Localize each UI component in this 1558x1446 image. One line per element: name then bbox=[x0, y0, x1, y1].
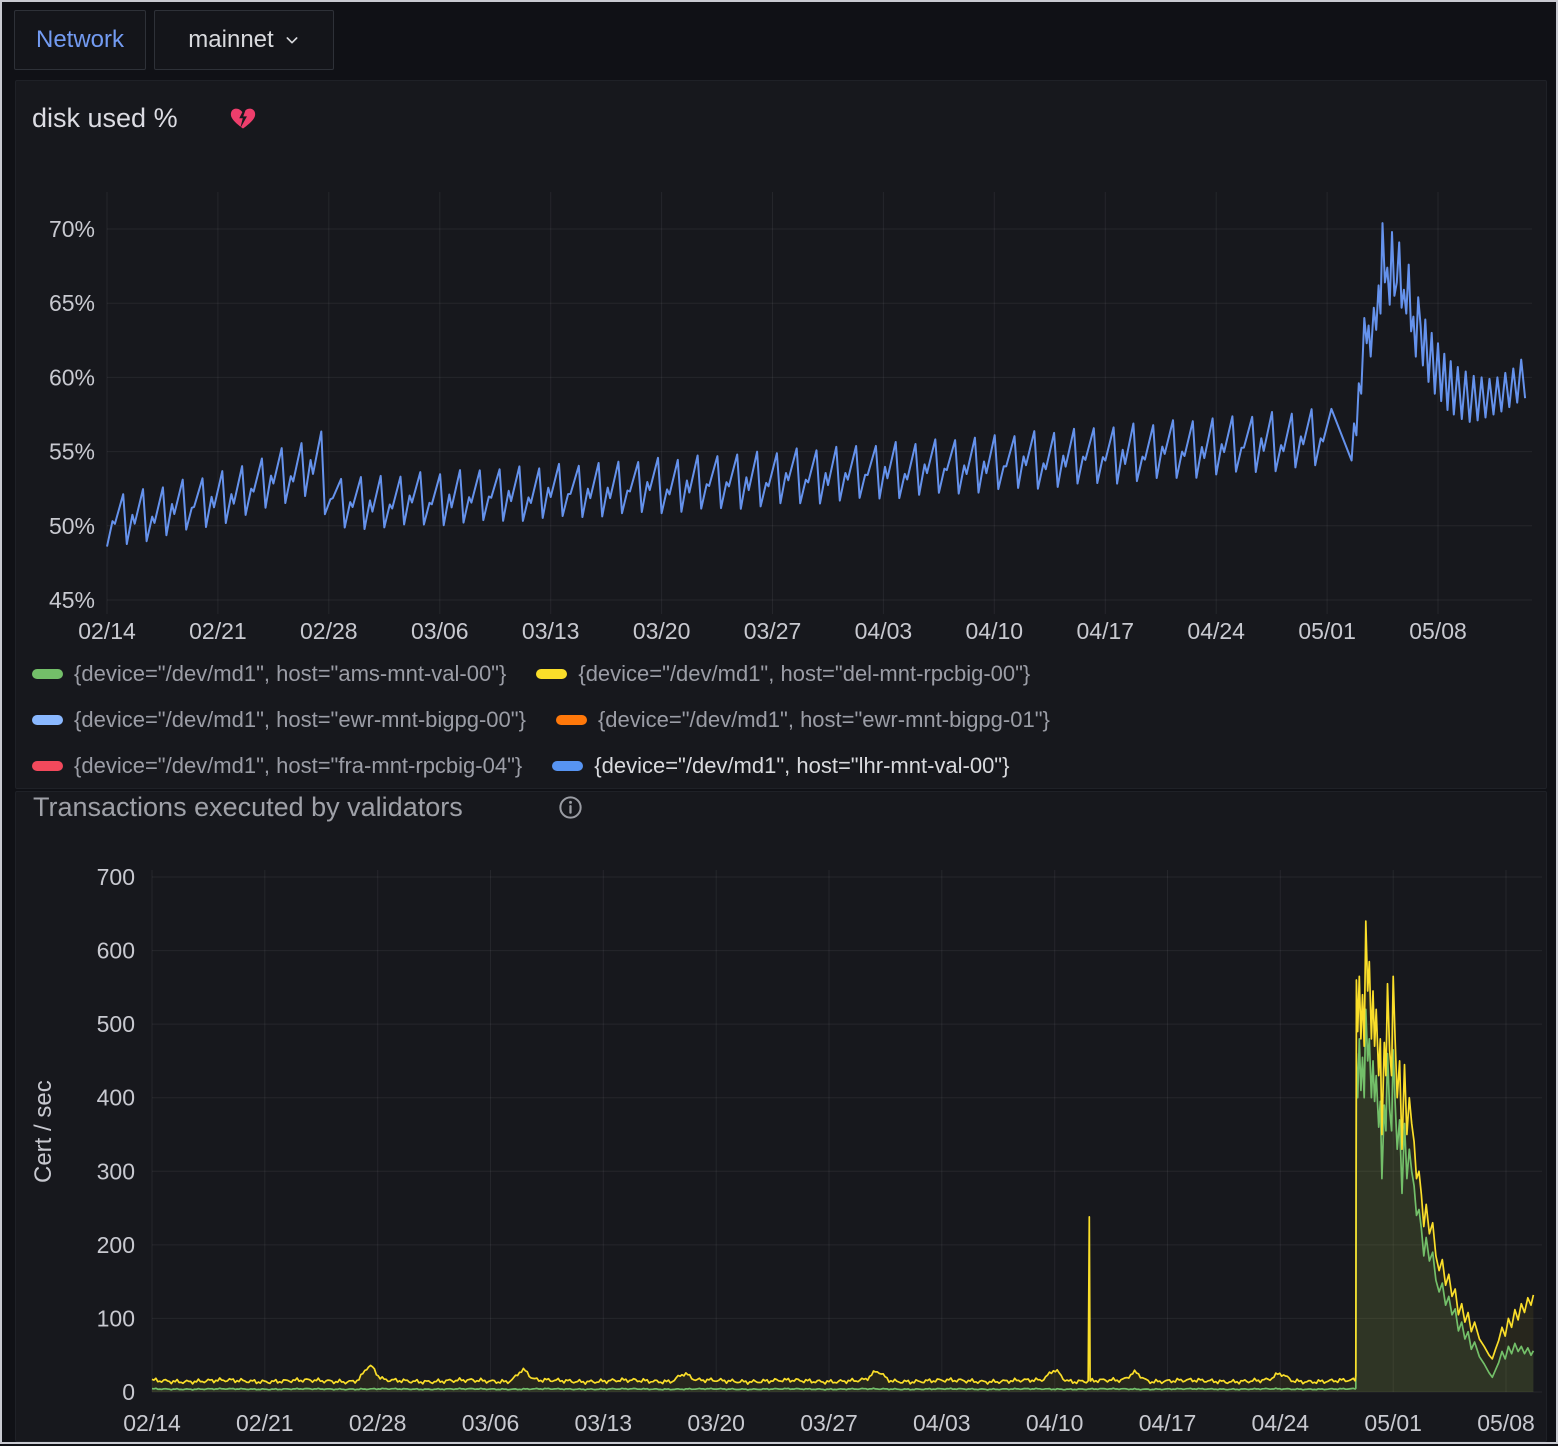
x-tick-label: 02/21 bbox=[189, 618, 247, 644]
legend-item[interactable]: {device="/dev/md1", host="ewr-mnt-bigpg-… bbox=[556, 708, 1050, 732]
y-tick-label: 70% bbox=[49, 216, 95, 242]
x-tick-label: 04/03 bbox=[913, 1410, 971, 1436]
plot-area[interactable] bbox=[152, 870, 1542, 1392]
y-tick-label: 55% bbox=[49, 439, 95, 465]
legend-item[interactable]: {device="/dev/md1", host="ewr-mnt-bigpg-… bbox=[32, 708, 526, 732]
y-tick-label: 500 bbox=[97, 1011, 135, 1037]
transactions-chart[interactable]: 0 100 200 300 400 500 600 700 02/14 02/21 02/28 03/… bbox=[2, 852, 1558, 1446]
panel-title-disk-used[interactable]: disk used % bbox=[32, 103, 178, 134]
x-tick-label: 03/27 bbox=[744, 618, 802, 644]
alert-heart-broken-icon[interactable] bbox=[229, 104, 257, 132]
grafana-dashboard: { "toolbar": { "network_label": "Network… bbox=[0, 0, 1558, 1444]
x-tick-label: 03/13 bbox=[575, 1410, 633, 1436]
x-tick-label: 04/24 bbox=[1252, 1410, 1310, 1436]
x-tick-label: 05/08 bbox=[1477, 1410, 1535, 1436]
x-tick-label: 02/14 bbox=[123, 1410, 181, 1436]
legend-swatch-icon bbox=[32, 761, 63, 771]
x-tick-label: 02/28 bbox=[300, 618, 358, 644]
y-tick-label: 200 bbox=[97, 1232, 135, 1258]
y-tick-label: 45% bbox=[49, 587, 95, 613]
legend-item[interactable]: {device="/dev/md1", host="fra-mnt-rpcbig… bbox=[32, 754, 522, 778]
x-tick-label: 04/03 bbox=[855, 618, 913, 644]
network-variable-dropdown[interactable]: mainnet bbox=[154, 10, 334, 70]
y-tick-label: 60% bbox=[49, 364, 95, 390]
x-tick-label: 03/27 bbox=[800, 1410, 858, 1436]
legend: {device="/dev/md1", host="ams-mnt-val-00… bbox=[32, 662, 1302, 800]
y-tick-label: 100 bbox=[97, 1305, 135, 1331]
x-tick-label: 04/24 bbox=[1187, 618, 1245, 644]
disk-used-chart[interactable]: 45% 50% 55% 60% 65% 70% 02/14 02/21 02/28 03/06 03… bbox=[2, 182, 1558, 657]
x-tick-label: 03/06 bbox=[462, 1410, 520, 1436]
x-tick-label: 03/13 bbox=[522, 618, 580, 644]
x-tick-label: 02/21 bbox=[236, 1410, 294, 1436]
x-tick-label: 04/17 bbox=[1077, 618, 1135, 644]
plot-area[interactable] bbox=[107, 192, 1532, 614]
legend-swatch-icon bbox=[32, 669, 63, 679]
x-tick-label: 03/06 bbox=[411, 618, 469, 644]
network-variable-label[interactable]: Network bbox=[14, 10, 146, 70]
legend-label: {device="/dev/md1", host="ams-mnt-val-00… bbox=[74, 661, 506, 687]
network-value: mainnet bbox=[188, 26, 273, 54]
network-label: Network bbox=[36, 26, 124, 54]
legend-swatch-icon bbox=[32, 715, 63, 725]
legend-label: {device="/dev/md1", host="ewr-mnt-bigpg-… bbox=[598, 707, 1050, 733]
legend-label: {device="/dev/md1", host="del-mnt-rpcbig… bbox=[578, 661, 1030, 687]
legend-swatch-icon bbox=[536, 669, 567, 679]
x-tick-label: 04/10 bbox=[966, 618, 1024, 644]
y-tick-label: 65% bbox=[49, 290, 95, 316]
y-tick-label: 700 bbox=[97, 864, 135, 890]
legend-item[interactable]: {device="/dev/md1", host="lhr-mnt-val-00… bbox=[552, 754, 1009, 778]
x-tick-label: 02/28 bbox=[349, 1410, 407, 1436]
legend-swatch-icon bbox=[556, 715, 587, 725]
legend-label: {device="/dev/md1", host="fra-mnt-rpcbig… bbox=[74, 753, 522, 779]
x-tick-label: 03/20 bbox=[687, 1410, 745, 1436]
x-tick-label: 02/14 bbox=[78, 618, 136, 644]
legend-item[interactable]: {device="/dev/md1", host="ams-mnt-val-00… bbox=[32, 662, 506, 686]
y-tick-label: 0 bbox=[122, 1379, 135, 1405]
legend-label: {device="/dev/md1", host="ewr-mnt-bigpg-… bbox=[74, 707, 526, 733]
y-tick-label: 300 bbox=[97, 1158, 135, 1184]
x-tick-label: 05/01 bbox=[1298, 618, 1356, 644]
legend-swatch-icon bbox=[552, 761, 583, 771]
x-tick-label: 05/01 bbox=[1364, 1410, 1422, 1436]
x-tick-label: 04/17 bbox=[1139, 1410, 1197, 1436]
y-tick-label: 600 bbox=[97, 938, 135, 964]
legend-item[interactable]: {device="/dev/md1", host="del-mnt-rpcbig… bbox=[536, 662, 1030, 686]
x-tick-label: 05/08 bbox=[1409, 618, 1467, 644]
x-tick-label: 04/10 bbox=[1026, 1410, 1084, 1436]
legend-label: {device="/dev/md1", host="lhr-mnt-val-00… bbox=[594, 753, 1009, 779]
chevron-down-icon bbox=[284, 32, 300, 48]
x-tick-label: 03/20 bbox=[633, 618, 691, 644]
y-tick-label: 50% bbox=[49, 513, 95, 539]
y-tick-label: 400 bbox=[97, 1085, 135, 1111]
